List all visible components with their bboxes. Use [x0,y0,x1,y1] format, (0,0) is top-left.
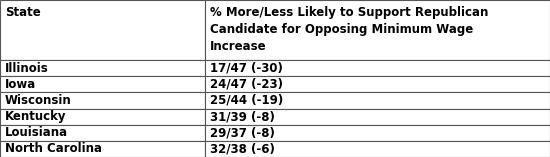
Bar [205,92,550,108]
Bar [0,125,205,141]
Text: 24/47 (-23): 24/47 (-23) [210,78,283,91]
Text: % More/Less Likely to Support Republican
Candidate for Opposing Minimum Wage
Inc: % More/Less Likely to Support Republican… [210,6,488,53]
Bar [205,60,550,76]
Text: State: State [5,6,41,19]
Text: North Carolina: North Carolina [5,142,102,155]
Bar [0,76,205,92]
Text: 17/47 (-30): 17/47 (-30) [210,62,283,75]
Bar [0,92,205,108]
Bar [0,141,205,157]
Bar [205,125,550,141]
Text: 32/38 (-6): 32/38 (-6) [210,142,275,155]
Text: 29/37 (-8): 29/37 (-8) [210,126,275,139]
Bar [205,108,550,125]
Bar [205,0,550,60]
Bar [0,60,205,76]
Bar [0,0,205,60]
Text: 25/44 (-19): 25/44 (-19) [210,94,283,107]
Text: Illinois: Illinois [5,62,49,75]
Text: 31/39 (-8): 31/39 (-8) [210,110,275,123]
Bar [205,141,550,157]
Text: Louisiana: Louisiana [5,126,68,139]
Bar [205,76,550,92]
Text: Iowa: Iowa [5,78,36,91]
Text: Kentucky: Kentucky [5,110,67,123]
Bar [0,108,205,125]
Text: Wisconsin: Wisconsin [5,94,72,107]
